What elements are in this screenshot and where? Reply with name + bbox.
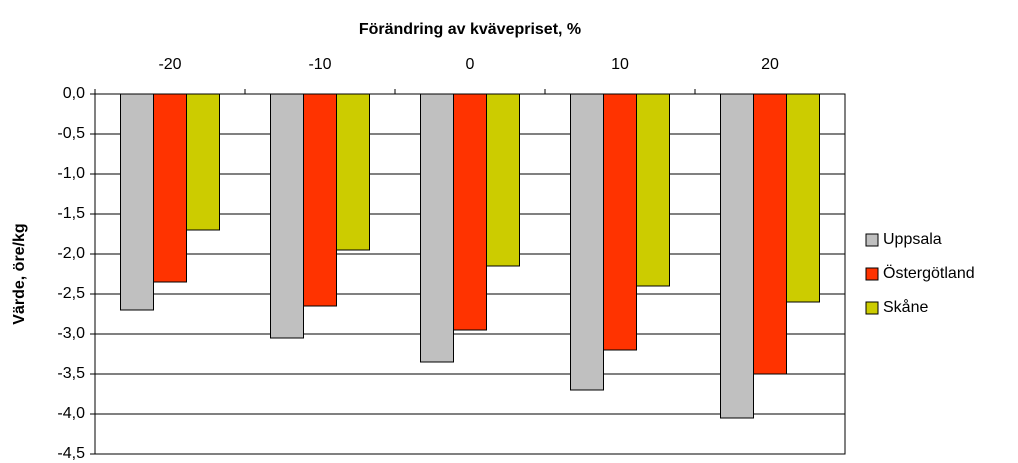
bar: [570, 93, 604, 391]
x-tick-label: 20: [761, 56, 779, 73]
bar: [153, 93, 187, 283]
legend-swatch: [865, 233, 879, 247]
legend-swatch: [865, 301, 879, 315]
x-tick-label: -10: [308, 56, 331, 73]
y-tick-label: -3,5: [57, 365, 85, 382]
bar: [453, 93, 487, 331]
bar: [720, 93, 754, 419]
y-tick-label: -4,0: [57, 405, 85, 422]
y-tick-label: 0,0: [63, 85, 85, 102]
x-tick-label: 10: [611, 56, 629, 73]
legend-swatch: [865, 267, 879, 281]
y-axis-label: Värde, öre/kg: [11, 223, 28, 324]
bar: [786, 93, 820, 303]
bar: [336, 93, 370, 251]
chart-title: Förändring av kvävepriset, %: [359, 21, 581, 38]
y-tick-label: -1,0: [57, 165, 85, 182]
y-tick-label: -2,5: [57, 285, 85, 302]
bar: [120, 93, 154, 311]
bar: [303, 93, 337, 307]
bar: [420, 93, 454, 363]
x-tick-label: 0: [466, 56, 475, 73]
bar: [486, 93, 520, 267]
bar: [753, 93, 787, 375]
x-tick-label: -20: [158, 56, 181, 73]
y-tick-label: -0,5: [57, 125, 85, 142]
y-tick-label: -1,5: [57, 205, 85, 222]
bar: [186, 93, 220, 231]
bar: [603, 93, 637, 351]
y-tick-label: -2,0: [57, 245, 85, 262]
legend-label: Uppsala: [883, 231, 942, 248]
legend-label: Skåne: [883, 298, 928, 316]
y-tick-label: -3,0: [57, 325, 85, 342]
y-tick-label: -4,5: [57, 445, 85, 462]
bar: [270, 93, 304, 339]
bar: [636, 93, 670, 287]
legend-label: Östergötland: [883, 264, 975, 282]
